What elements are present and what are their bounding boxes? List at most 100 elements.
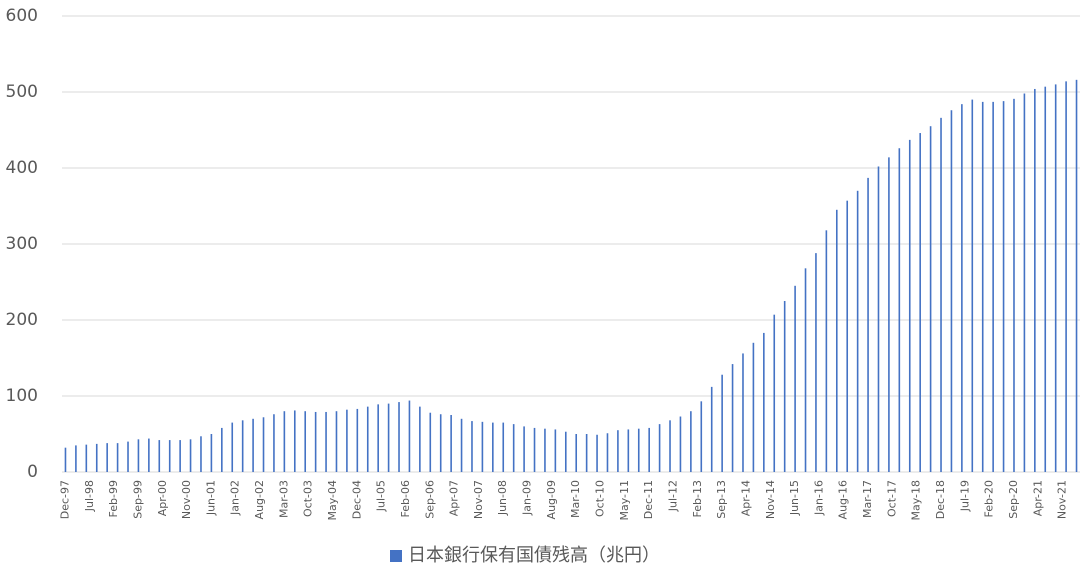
bar (137, 439, 140, 472)
bar (377, 404, 379, 472)
bar (314, 411, 317, 472)
x-tick-label: Feb-20 (983, 480, 996, 517)
x-tick-label: Mar-10 (569, 480, 582, 518)
bar (64, 447, 67, 472)
bar (148, 438, 150, 472)
bar (523, 426, 525, 472)
x-tick-label: May-11 (618, 480, 631, 521)
bar (804, 268, 807, 472)
bar (221, 427, 223, 472)
bar (961, 104, 963, 472)
y-tick-label: 500 (6, 82, 38, 102)
bar (606, 433, 609, 472)
bar (335, 411, 338, 472)
bar (867, 177, 869, 472)
bar (273, 414, 275, 472)
x-tick-label: Dec-18 (934, 480, 947, 519)
x-tick-label: Sep-06 (423, 480, 436, 519)
x-tick-label: Jun-15 (788, 480, 801, 516)
bar (710, 386, 713, 472)
bar (241, 420, 244, 472)
bar (471, 421, 473, 472)
bar (971, 99, 974, 472)
bar (262, 417, 265, 472)
bar (981, 101, 984, 472)
bar (1023, 93, 1026, 473)
x-tick-label: Oct-03 (302, 480, 315, 517)
x-tick-label: Jan-16 (812, 480, 825, 516)
bar (106, 443, 108, 472)
bar (356, 408, 359, 472)
bar (877, 166, 880, 473)
bar (575, 434, 578, 472)
bar (502, 422, 505, 472)
bar (742, 353, 744, 472)
x-tick-label: Sep-20 (1007, 480, 1020, 519)
legend-swatch (390, 550, 402, 562)
x-tick-label: May-04 (326, 480, 339, 521)
bar (304, 411, 307, 472)
bar (658, 424, 661, 472)
bar (637, 428, 640, 472)
x-tick-label: Dec-04 (350, 480, 363, 519)
x-tick-label: Jun-08 (496, 480, 509, 516)
y-tick-label: 400 (6, 158, 38, 178)
bar (408, 400, 411, 472)
bar (690, 411, 692, 472)
bar (763, 332, 765, 472)
bar (596, 434, 598, 472)
bar (700, 401, 703, 472)
x-tick-label: Feb-99 (107, 480, 120, 517)
x-tick-label: Apr-14 (739, 480, 752, 516)
bar (366, 406, 369, 472)
bar (1075, 79, 1078, 472)
bar (783, 301, 786, 472)
x-tick-label: Jul-19 (958, 480, 971, 512)
bar (439, 414, 442, 472)
x-tick-label: Oct-10 (594, 480, 607, 517)
bar (950, 110, 953, 473)
x-tick-label: Dec-11 (642, 480, 655, 519)
bar (752, 342, 755, 472)
bar (554, 429, 557, 472)
bar (1044, 86, 1047, 473)
bar (648, 427, 650, 472)
x-tick-label: Feb-13 (691, 480, 704, 517)
bar (1065, 81, 1067, 473)
x-tick-label: Jun-01 (204, 480, 217, 516)
bar (1034, 88, 1036, 473)
bar (95, 443, 98, 472)
y-tick-label: 0 (27, 462, 38, 482)
bar (429, 412, 432, 472)
bar (252, 418, 254, 472)
bar (721, 374, 723, 472)
x-tick-label: Apr-21 (1031, 480, 1044, 516)
bar (888, 157, 890, 473)
bar (283, 411, 286, 472)
bar (387, 403, 390, 472)
x-tick-label: Feb-06 (399, 480, 412, 517)
y-tick-label: 300 (6, 234, 38, 254)
x-tick-label: Aug-16 (837, 480, 850, 519)
x-tick-label: Jul-98 (83, 480, 96, 512)
bar (293, 410, 296, 472)
x-tick-label: Jul-12 (666, 480, 679, 512)
bar (158, 440, 161, 472)
bar (492, 422, 494, 472)
bar (992, 101, 994, 472)
bar (533, 427, 536, 472)
bar (127, 441, 129, 472)
bar (544, 428, 546, 472)
bar (75, 445, 77, 472)
bar (200, 436, 202, 472)
bar (1054, 84, 1057, 473)
x-tick-label: Jan-09 (521, 480, 534, 516)
bar (856, 190, 859, 473)
bar (815, 253, 817, 472)
bar (825, 230, 828, 472)
bar (419, 406, 421, 472)
x-tick-label: Dec-97 (58, 480, 71, 519)
bar (179, 440, 181, 472)
x-tick-label: Mar-03 (277, 480, 290, 518)
